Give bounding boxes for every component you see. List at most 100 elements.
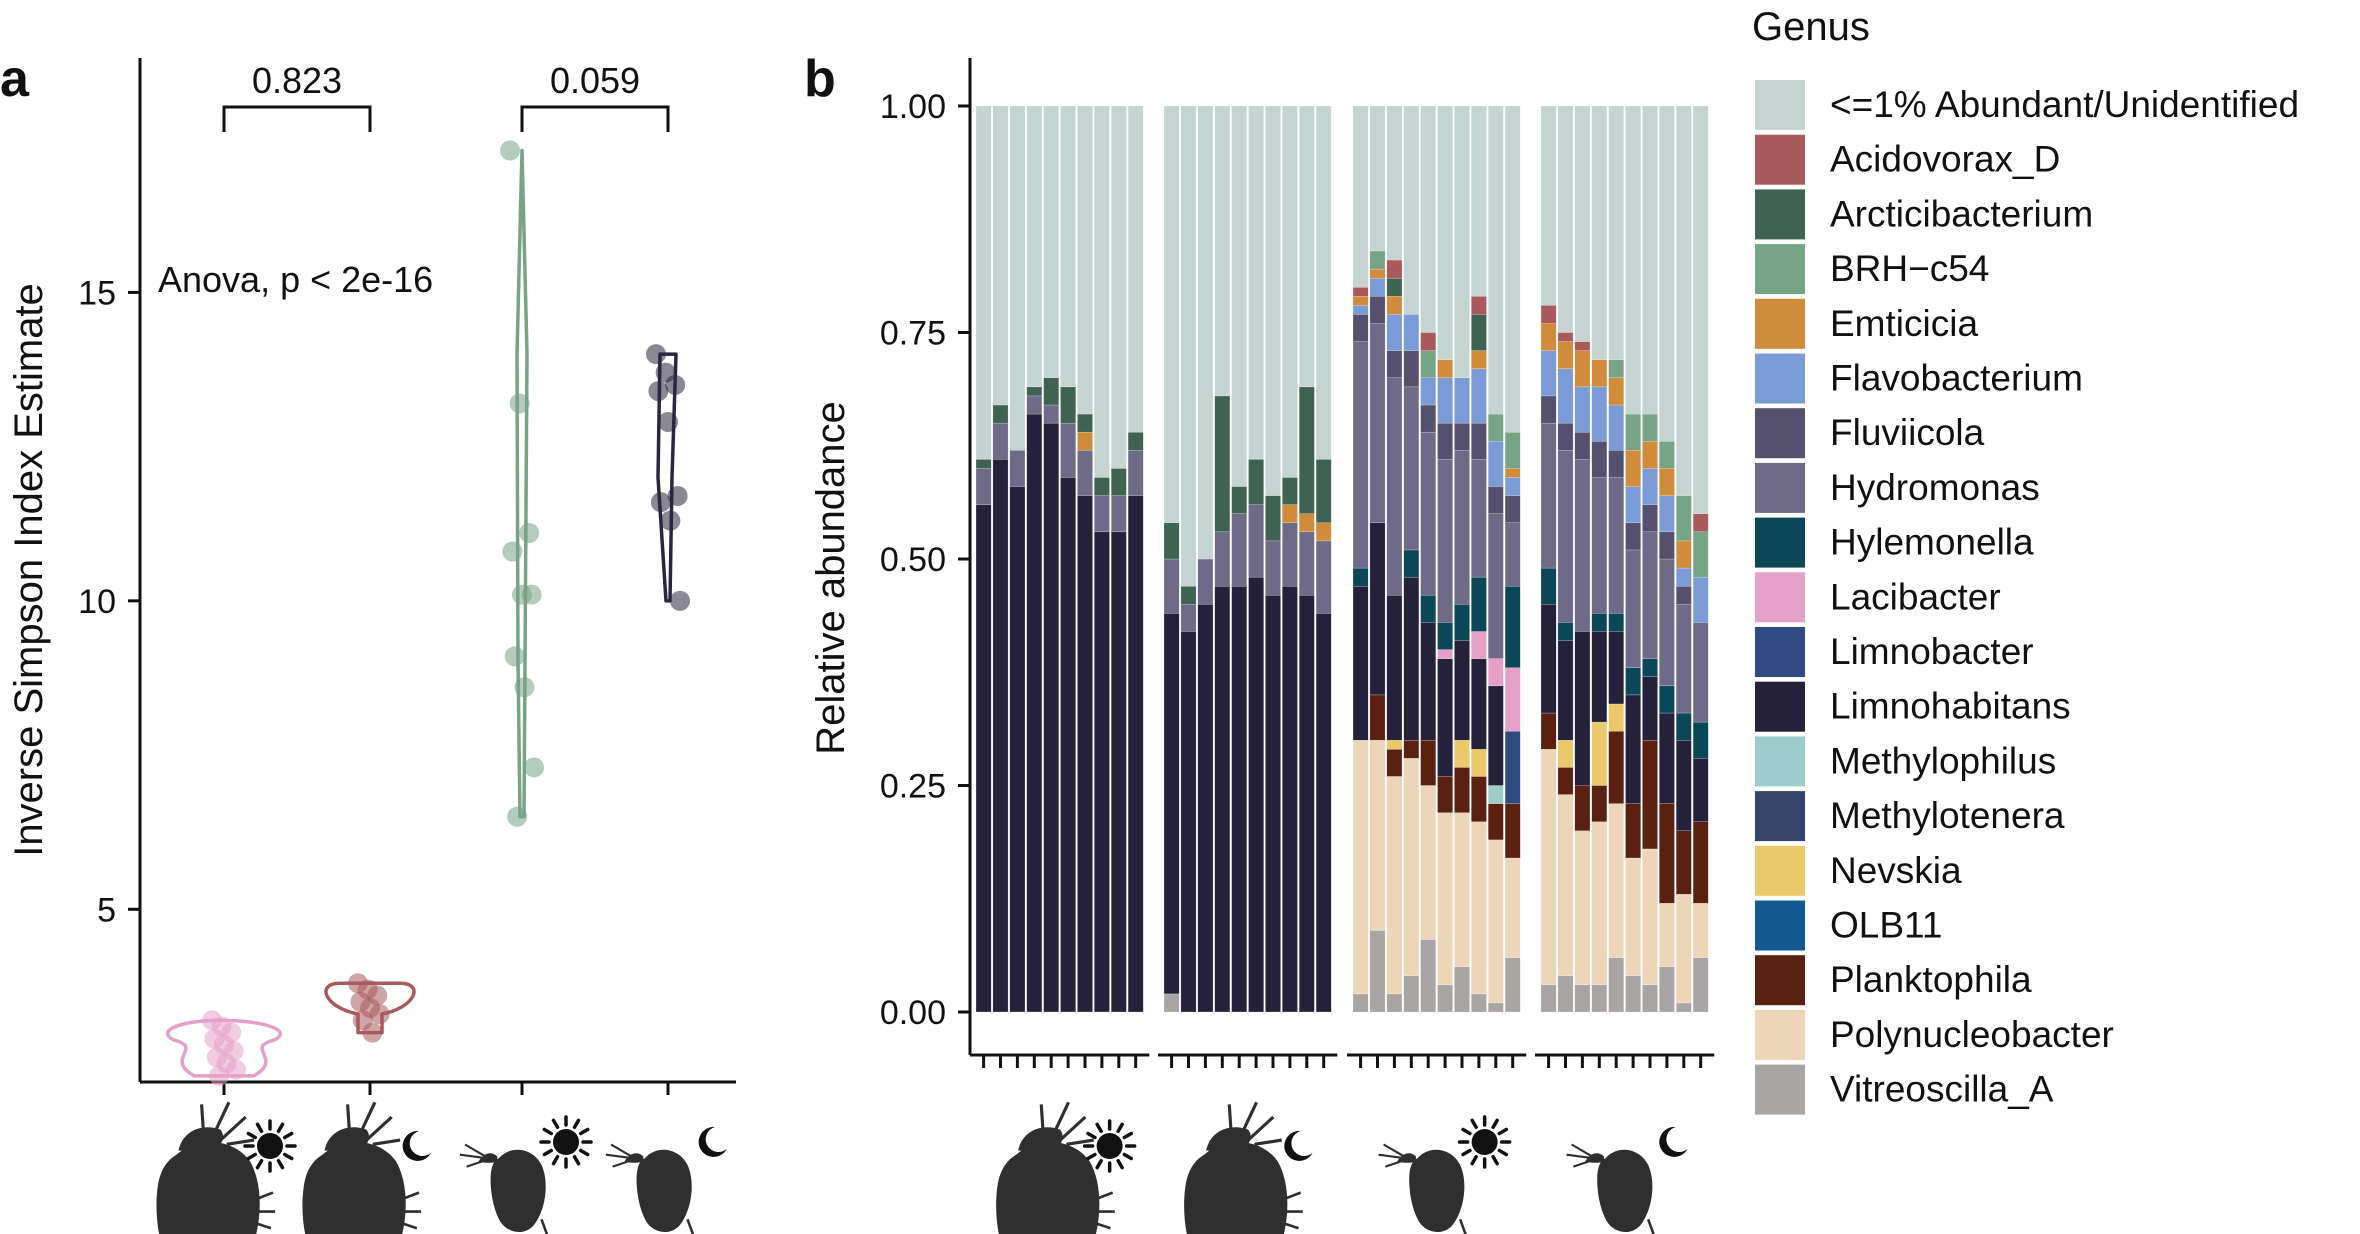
- stacked-bar: [1315, 105, 1332, 1013]
- bar-segment: [1608, 613, 1624, 632]
- head-shape: [1018, 1127, 1063, 1151]
- data-point: [509, 393, 530, 414]
- sun-ray: [1122, 1131, 1134, 1140]
- moon-crescent: [1284, 1130, 1313, 1161]
- bar-segment: [1675, 740, 1692, 832]
- bar-segment: [1386, 296, 1403, 315]
- y-tick-label: 0.00: [880, 994, 946, 1032]
- stacked-bar: [1386, 105, 1403, 1013]
- bar-segment: [1625, 413, 1641, 451]
- bar-segment: [1471, 350, 1487, 369]
- data-point: [504, 646, 525, 667]
- bar-segment: [1504, 495, 1521, 523]
- bar-segment: [1557, 332, 1574, 342]
- legend-swatch: [1755, 134, 1805, 185]
- significance-bracket: [520, 105, 670, 132]
- bar-segment: [1659, 468, 1675, 496]
- bar-segment: [1504, 803, 1521, 859]
- bar-segment: [1437, 658, 1453, 777]
- bar-segment: [975, 468, 992, 505]
- bar-segment: [1675, 894, 1692, 1004]
- data-point: [519, 522, 540, 543]
- legend-title: Genus: [1752, 5, 1870, 49]
- bar-segment: [1675, 830, 1692, 895]
- panel-a-y-ticks: 5 10 15: [78, 274, 140, 929]
- data-point: [226, 1059, 246, 1080]
- legend-label: Limnohabitans: [1830, 686, 2071, 727]
- panel-a-x-ticks: [222, 1082, 670, 1095]
- bar-segment: [1504, 522, 1521, 587]
- data-point: [524, 757, 544, 778]
- bar-segment: [1420, 377, 1436, 406]
- bar-segment: [1642, 504, 1658, 533]
- bar-segment: [1231, 105, 1247, 487]
- bar-segment: [1557, 975, 1574, 1013]
- bar-segment: [1110, 105, 1127, 469]
- tail-spine: [1646, 1218, 1655, 1234]
- sun-ray: [255, 1122, 264, 1134]
- bar-segment: [1471, 105, 1487, 297]
- bar-segment: [1591, 441, 1608, 478]
- legs: [1272, 1191, 1303, 1230]
- legend-item: Flavobacterium: [1755, 353, 2083, 404]
- bar-segment: [1352, 567, 1369, 587]
- bar-segment: [1659, 441, 1675, 469]
- stacked-bar: [1248, 105, 1264, 1013]
- y-tick-label: 0.75: [880, 315, 946, 353]
- legend-label: Lacibacter: [1830, 576, 2001, 617]
- bar-segment: [1352, 740, 1369, 995]
- bar-segment: [1471, 422, 1487, 460]
- legend-label: Nevskia: [1830, 850, 1962, 891]
- bar-segment: [1110, 495, 1127, 533]
- bar-segment: [1127, 495, 1144, 1013]
- panel-a: a Inverse Simpson Index Estimate Anova, …: [0, 50, 736, 1234]
- stacked-bar: [1420, 105, 1436, 1013]
- bar-segment: [1077, 431, 1093, 451]
- body-shape: [302, 1142, 406, 1234]
- bar-segment: [1214, 585, 1231, 1013]
- bar-segment: [1608, 477, 1624, 614]
- legend-label: Planktophila: [1830, 959, 2032, 1000]
- bar-segment: [1437, 359, 1453, 378]
- y-tick-label: 0.25: [880, 768, 946, 806]
- bar-segment: [1403, 576, 1420, 741]
- bar-segment: [1403, 350, 1420, 388]
- legend-item: <=1% Abundant/Unidentified: [1755, 80, 2299, 130]
- bar-segment: [1591, 785, 1608, 822]
- bar-segment: [1471, 631, 1487, 659]
- data-point: [514, 677, 535, 698]
- legend-swatch: [1755, 298, 1805, 349]
- sun-ray: [572, 1118, 581, 1130]
- bar-segment: [1659, 105, 1675, 442]
- sun-ray: [1470, 1154, 1478, 1166]
- bar-segment: [1369, 250, 1386, 270]
- stacked-bar: [1214, 105, 1231, 1013]
- bar-segment: [1574, 984, 1591, 1013]
- bar-segment: [1642, 658, 1658, 677]
- sun-disc: [1096, 1133, 1123, 1159]
- stacked-bars: [975, 105, 1709, 1013]
- legend-swatch: [1755, 189, 1805, 240]
- sun-ray: [246, 1131, 258, 1140]
- data-point: [362, 1022, 383, 1043]
- legend-item: Arcticibacterium: [1755, 189, 2093, 240]
- bar-segment: [1692, 105, 1709, 514]
- legend-item: BRH−c54: [1755, 244, 1989, 295]
- sun-disc: [257, 1133, 283, 1159]
- bar-segment: [1386, 259, 1403, 279]
- sun-disc: [553, 1129, 579, 1155]
- bar-segment: [1009, 450, 1026, 487]
- bar-segment: [1471, 314, 1487, 351]
- bar-segment: [1282, 522, 1298, 587]
- bar-segment: [1127, 450, 1144, 496]
- stacked-bar: [1197, 105, 1214, 1013]
- bar-segment: [1608, 803, 1624, 958]
- bar-segment: [1352, 305, 1369, 315]
- bar-segment: [1026, 386, 1043, 397]
- bar-segment: [1642, 413, 1658, 442]
- bar-segment: [1591, 631, 1608, 723]
- bar-segment: [1265, 495, 1281, 542]
- legs: [245, 1191, 276, 1230]
- legs: [1084, 1191, 1115, 1230]
- bar-segment: [1659, 685, 1675, 714]
